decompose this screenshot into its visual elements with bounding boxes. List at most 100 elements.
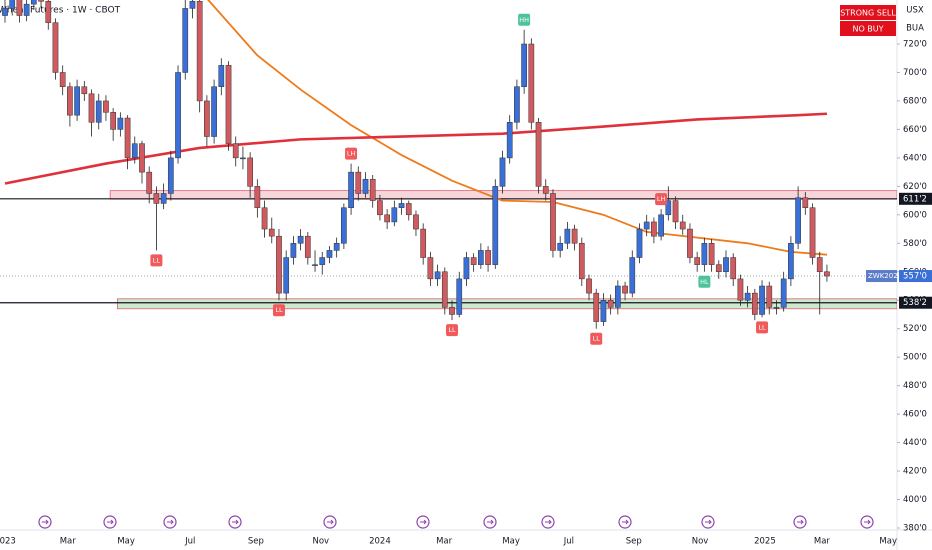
candle-body xyxy=(715,264,722,273)
event-icon[interactable] xyxy=(793,515,807,529)
candle-body xyxy=(607,299,614,308)
x-tick-label: May xyxy=(117,537,135,547)
candle-body xyxy=(615,285,621,308)
candle-body xyxy=(88,93,95,123)
unit-label: BUA xyxy=(906,24,924,34)
candle-body xyxy=(485,250,491,265)
candle-body xyxy=(348,171,354,208)
event-icon[interactable] xyxy=(228,515,242,529)
price-box xyxy=(899,296,932,309)
y-tick-label: 520'0 xyxy=(903,324,927,334)
y-tick-label: 380'0 xyxy=(903,524,927,534)
annotation-label: LL xyxy=(758,323,766,331)
candle-body xyxy=(441,271,448,308)
candle-body xyxy=(795,197,801,244)
price-box-label: 538'2 xyxy=(903,298,927,308)
y-tick-label: 660'0 xyxy=(903,125,927,135)
event-icon[interactable] xyxy=(541,515,555,529)
event-icon-arrow xyxy=(864,519,871,525)
y-tick-label: 500'0 xyxy=(903,353,927,363)
candle-body xyxy=(355,171,362,194)
candle-body xyxy=(478,250,484,265)
event-icon-arrow xyxy=(797,519,804,525)
candle-body xyxy=(59,72,66,87)
candle-body xyxy=(362,178,369,194)
candle-body xyxy=(81,86,88,95)
candle-body xyxy=(824,271,830,277)
event-icon[interactable] xyxy=(416,515,430,529)
zone xyxy=(109,190,897,200)
candle-body xyxy=(658,214,664,237)
candle-body xyxy=(679,221,686,230)
y-tick-label: 420'0 xyxy=(903,467,927,477)
candle-body xyxy=(622,285,628,294)
candle-body xyxy=(550,193,556,251)
y-tick-label: 480'0 xyxy=(903,381,927,391)
x-tick-label: Jul xyxy=(184,537,195,547)
candle-body xyxy=(542,186,549,194)
x-tick-label: Mar xyxy=(436,537,453,547)
annotation-label: LL xyxy=(275,306,283,314)
annotation-label: LH xyxy=(347,150,356,158)
candle-body xyxy=(254,186,261,208)
candle-body xyxy=(665,200,672,216)
candle-body xyxy=(600,299,607,322)
annotation-label: LH xyxy=(657,195,666,203)
candle-body xyxy=(413,214,419,230)
current-price-box xyxy=(899,270,932,283)
candle-body xyxy=(470,257,477,265)
candle-body xyxy=(131,143,138,159)
candle-body xyxy=(737,278,744,301)
candle-body xyxy=(571,228,578,244)
candle-body xyxy=(16,0,23,16)
candle-body xyxy=(333,243,340,251)
event-icon-arrow xyxy=(545,519,552,525)
event-icon-arrow xyxy=(622,519,629,525)
chart-title: Wheat Futures · 1W · CBOT xyxy=(0,6,121,16)
candle-body xyxy=(687,228,693,258)
event-icon[interactable] xyxy=(323,515,337,529)
annotation-label: LL xyxy=(153,256,161,264)
y-tick-label: 700'0 xyxy=(903,68,927,78)
y-tick-label: 400'0 xyxy=(903,495,927,505)
event-icon-arrow xyxy=(487,519,494,525)
candle-body xyxy=(759,285,765,315)
candle-body xyxy=(290,243,297,258)
x-tick-label: 2025 xyxy=(754,537,776,547)
candle-body xyxy=(427,257,434,280)
event-icon[interactable] xyxy=(163,515,177,529)
candle-body xyxy=(232,143,239,159)
candle-body xyxy=(30,0,37,5)
candle-body xyxy=(708,243,715,265)
candle-body xyxy=(694,257,701,265)
candle-body xyxy=(651,221,657,237)
event-icon[interactable] xyxy=(618,515,632,529)
candle-body xyxy=(153,193,160,204)
x-tick-label: Sep xyxy=(248,537,264,547)
event-icon[interactable] xyxy=(103,515,117,529)
candle-body xyxy=(377,200,383,216)
y-tick-label: 460'0 xyxy=(903,410,927,420)
candle-body xyxy=(398,203,405,208)
candle-body xyxy=(276,235,282,294)
y-tick-label: 620'0 xyxy=(903,182,927,192)
moving-average xyxy=(207,0,828,256)
candle-body xyxy=(816,257,823,273)
signal-label: NO BUY xyxy=(852,25,883,34)
candle-body xyxy=(514,86,520,123)
zone xyxy=(116,298,897,310)
candle-body xyxy=(117,117,124,130)
candle-body xyxy=(74,86,80,116)
candle-body xyxy=(766,285,773,308)
event-icon[interactable] xyxy=(860,515,874,529)
candle-body xyxy=(124,117,131,159)
candle-body xyxy=(175,72,181,159)
event-icon[interactable] xyxy=(38,515,52,529)
symbol-label: ZWK2025 xyxy=(868,272,902,280)
event-icon-arrow xyxy=(107,519,114,525)
event-icon-arrow xyxy=(42,519,49,525)
event-icon[interactable] xyxy=(483,515,497,529)
price-box xyxy=(899,192,932,205)
event-icon[interactable] xyxy=(701,515,715,529)
